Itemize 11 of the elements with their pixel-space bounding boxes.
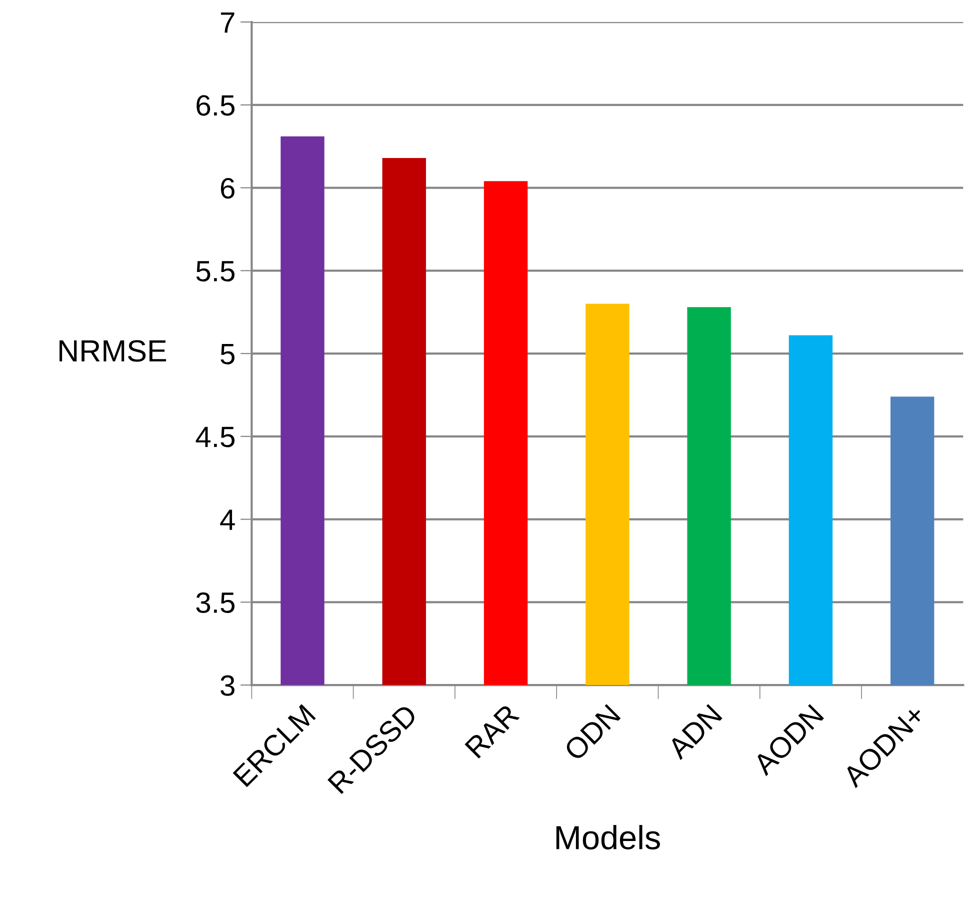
y-tick-label: 6.5 [196,95,234,116]
x-axis-title: Models [556,824,660,850]
y-tick-label: 3.5 [196,592,234,614]
y-tick-label: 3 [220,675,234,696]
y-tick-label: 4.5 [196,426,234,448]
y-tick-label: 5 [220,344,234,364]
y-tick-label: 4 [220,510,235,530]
y-tick-label: 5.5 [196,261,234,282]
y-tick-label: 7 [220,12,234,33]
y-axis-title: NRMSE [60,340,166,362]
y-tick-label: 6 [220,178,234,199]
